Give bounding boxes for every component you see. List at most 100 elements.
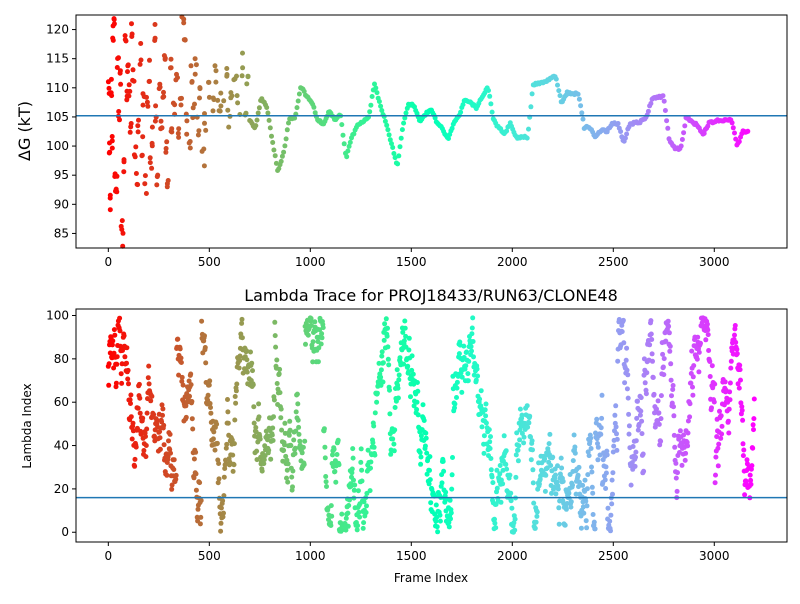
lambda-point <box>602 477 608 483</box>
lambda-point <box>483 420 489 426</box>
lambda-point <box>663 338 669 344</box>
lambda-point <box>633 449 639 455</box>
lambda-point <box>612 412 618 418</box>
lambda-point <box>570 482 575 488</box>
lambda-point <box>308 316 314 321</box>
lambda-point <box>675 470 680 476</box>
lambda-point <box>230 468 236 474</box>
lambda-point <box>331 446 337 452</box>
lambda-point <box>385 325 390 331</box>
lambda-point <box>741 447 747 453</box>
lambda-point <box>391 441 397 447</box>
lambda-point <box>154 417 160 423</box>
lambda-point <box>644 370 650 376</box>
lambda-point <box>483 413 489 419</box>
lambda-point <box>512 527 518 533</box>
delta-g-point <box>143 191 149 196</box>
lambda-point <box>361 520 367 526</box>
lambda-point <box>466 358 472 364</box>
lambda-point <box>232 394 238 399</box>
lambda-point <box>486 427 492 433</box>
lambda-point <box>420 402 426 408</box>
lambda-point <box>685 418 691 424</box>
lambda-point <box>624 345 630 351</box>
lambda-point <box>728 358 734 364</box>
lambda-point <box>177 346 183 352</box>
lambda-point <box>390 436 396 442</box>
lambda-point <box>176 372 182 378</box>
lambda-point <box>270 425 276 431</box>
lambda-point <box>640 451 646 457</box>
lambda-point <box>230 452 236 458</box>
delta-g-point <box>281 149 287 155</box>
delta-g-axes-frame <box>75 14 788 249</box>
lambda-point <box>409 367 415 373</box>
delta-g-x-tick-label: 2000 <box>497 255 528 269</box>
delta-g-point <box>111 21 117 27</box>
lambda-point <box>253 425 259 430</box>
lambda-point <box>456 351 462 357</box>
delta-g-point <box>175 130 181 136</box>
delta-g-point <box>125 62 131 68</box>
lambda-point <box>661 372 667 378</box>
lambda-point <box>410 371 416 377</box>
delta-g-y-tick-label: 90 <box>54 197 69 211</box>
lambda-point <box>381 337 387 343</box>
lambda-point <box>553 491 559 497</box>
lambda-point <box>180 382 186 388</box>
delta-g-point <box>107 207 113 213</box>
lambda-point <box>525 424 531 430</box>
lambda-point <box>517 406 523 412</box>
delta-g-point <box>384 122 390 128</box>
lambda-point <box>286 432 292 438</box>
lambda-point <box>690 392 696 398</box>
lambda-point <box>548 463 554 468</box>
lambda-point <box>218 528 224 534</box>
lambda-y-axis-label: Lambda Index <box>20 383 34 468</box>
delta-g-point <box>135 123 141 129</box>
lambda-point <box>679 462 685 468</box>
lambda-point <box>110 338 116 344</box>
delta-g-y-tick-label: 100 <box>46 139 69 153</box>
lambda-point <box>168 450 173 456</box>
lambda-point <box>148 398 154 404</box>
lambda-point <box>500 481 506 487</box>
lambda-point <box>519 412 525 418</box>
lambda-point <box>603 464 609 470</box>
lambda-point <box>402 318 408 324</box>
delta-g-point <box>270 140 276 145</box>
lambda-point <box>363 510 369 515</box>
lambda-point <box>433 518 439 524</box>
delta-g-point <box>745 128 751 134</box>
lambda-point <box>534 513 540 519</box>
lambda-point <box>324 484 329 489</box>
lambda-point <box>319 331 325 337</box>
lambda-point <box>395 395 401 401</box>
delta-g-point <box>164 139 170 145</box>
lambda-point <box>714 434 720 440</box>
delta-g-point <box>116 55 121 61</box>
lambda-point <box>454 385 460 391</box>
lambda-point <box>214 421 220 427</box>
delta-g-point <box>213 68 219 74</box>
delta-g-point <box>701 130 707 136</box>
lambda-point <box>359 467 365 473</box>
lambda-point <box>374 390 380 396</box>
delta-g-point <box>218 90 224 96</box>
delta-g-point <box>271 147 277 153</box>
lambda-point <box>751 427 756 433</box>
delta-g-x-tick-label: 2500 <box>598 255 629 269</box>
lambda-point <box>465 378 471 384</box>
lambda-point <box>549 490 554 496</box>
delta-g-point <box>114 189 120 195</box>
lambda-point <box>446 524 452 530</box>
lambda-point <box>336 462 342 468</box>
lambda-point <box>297 438 303 444</box>
lambda-point <box>555 486 561 492</box>
lambda-point <box>261 461 267 467</box>
lambda-point <box>696 349 702 355</box>
delta-g-point <box>117 117 122 123</box>
lambda-point <box>384 333 390 339</box>
lambda-point <box>112 332 118 338</box>
lambda-point <box>608 512 614 518</box>
